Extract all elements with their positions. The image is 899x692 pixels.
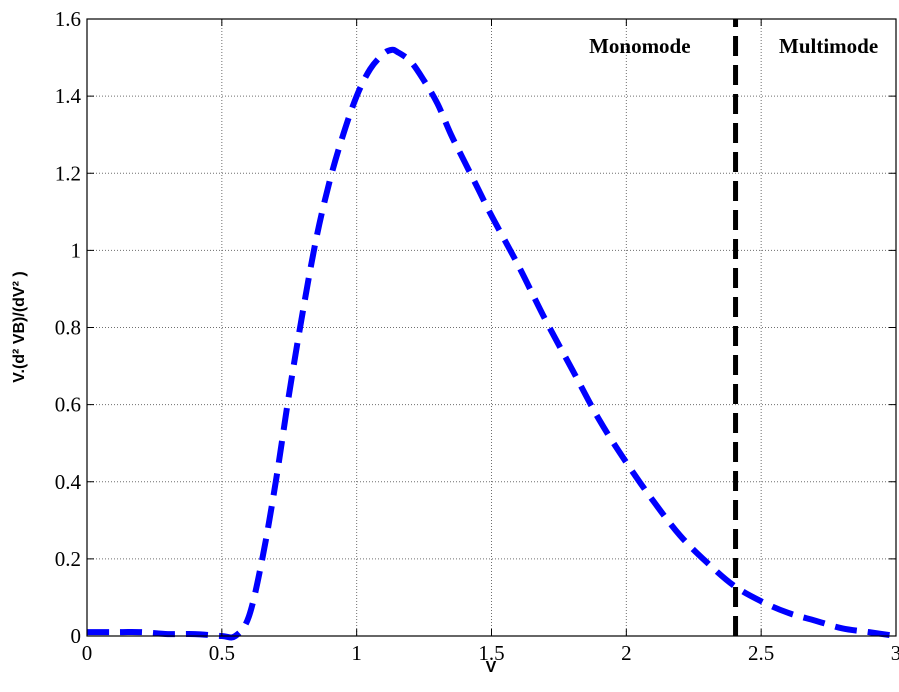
series-line-curve <box>86 46 897 641</box>
y-tick-label: 0.4 <box>55 470 82 494</box>
grid <box>87 19 896 636</box>
series-group <box>86 19 897 641</box>
x-tick-label: 3 <box>891 641 899 665</box>
x-tick-label: 0 <box>82 641 93 665</box>
annotation-label: Multimode <box>779 34 878 58</box>
x-tick-label: 2 <box>621 641 632 665</box>
y-tick-label: 1.2 <box>55 161 81 185</box>
y-tick-label: 1.4 <box>55 84 82 108</box>
x-tick-label: 1.5 <box>478 641 504 665</box>
y-tick-label: 0 <box>71 624 82 648</box>
x-axis-title: V <box>486 659 497 676</box>
annotation-label: Monomode <box>589 34 691 58</box>
ticks: 0 0.5 1 1.5 2 2.5 3 0 0.2 0.4 0.6 0.8 1 1.2 1.4 1.6 <box>55 7 899 665</box>
y-tick-label: 1 <box>71 238 82 262</box>
y-tick-label: 0.6 <box>55 393 81 417</box>
annotations: Monomode Multimode <box>589 34 878 58</box>
x-tick-label: 2.5 <box>748 641 774 665</box>
x-tick-label: 1 <box>351 641 362 665</box>
y-tick-label: 0.2 <box>55 547 81 571</box>
y-tick-label: 1.6 <box>55 7 81 31</box>
x-tick-label: 0.5 <box>209 641 235 665</box>
y-axis-title: V.(d² VB)/(dV² ) <box>11 271 28 382</box>
y-tick-label: 0.8 <box>55 316 81 340</box>
